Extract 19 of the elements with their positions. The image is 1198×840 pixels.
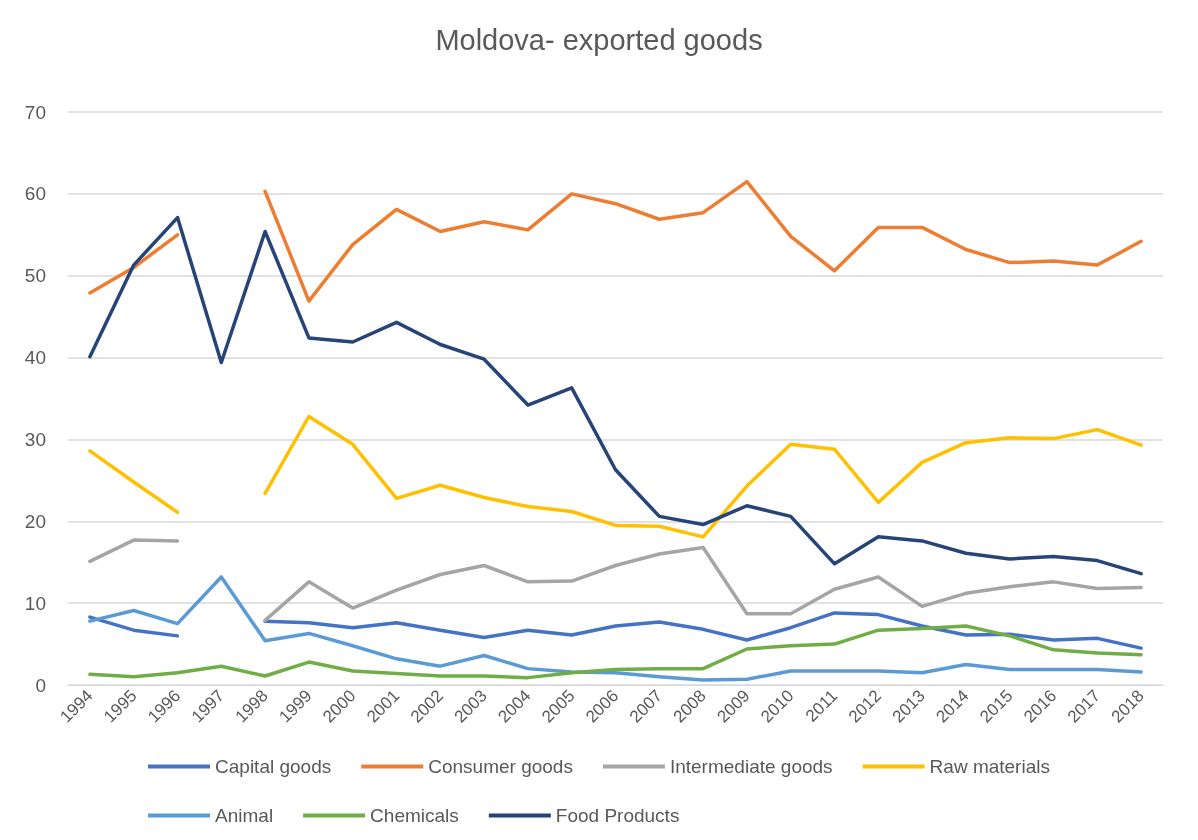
line-series — [88, 575, 1143, 682]
legend-label: Intermediate goods — [669, 756, 833, 777]
chart-title: Moldova- exported goods — [435, 23, 763, 56]
legend-label: Animal — [215, 805, 274, 826]
line-series — [88, 624, 1143, 680]
y-tick-label: 40 — [24, 347, 46, 369]
y-tick-label: 50 — [24, 265, 46, 287]
y-tick-label: 20 — [24, 510, 46, 532]
y-tick-label: 70 — [24, 101, 46, 123]
y-tick-label: 60 — [24, 183, 46, 205]
legend-label: Consumer goods — [428, 756, 573, 777]
legend-label: Food Products — [555, 805, 680, 826]
y-tick-label: 10 — [24, 592, 46, 614]
y-tick-label: 0 — [35, 674, 46, 696]
legend-label: Capital goods — [215, 756, 332, 777]
line-series — [88, 215, 1143, 576]
legend-label: Chemicals — [370, 805, 459, 826]
y-tick-label: 30 — [24, 428, 46, 450]
legend-label: Raw materials — [929, 756, 1050, 777]
